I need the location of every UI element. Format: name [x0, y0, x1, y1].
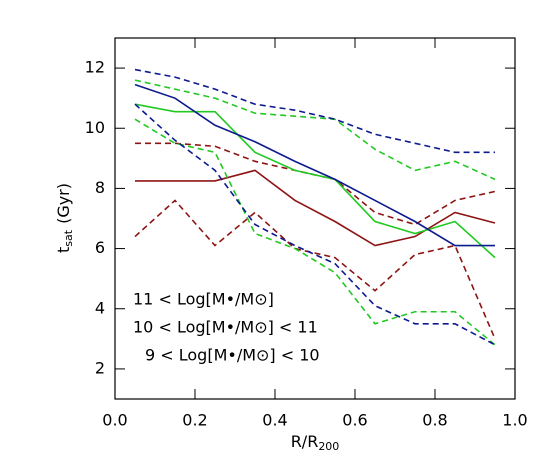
legend-label: 9 < Log[M•/M⊙] < 10	[145, 346, 320, 365]
x-tick-label: 0.8	[422, 411, 447, 430]
x-axis-label: R/R200	[291, 432, 340, 454]
legend-label: 11 < Log[M•/M⊙]	[133, 290, 274, 309]
plot-frame	[114, 37, 516, 400]
y-tick-label: 8	[95, 178, 105, 197]
x-tick-label: 0.2	[182, 411, 207, 430]
legend-label: 10 < Log[M•/M⊙] < 11	[133, 318, 318, 337]
upper-line	[134, 79, 496, 181]
y-tick-label: 12	[85, 58, 105, 77]
lower-line	[134, 118, 496, 346]
upper-line	[134, 68, 495, 154]
lower-line	[134, 199, 496, 340]
y-label-sub: sat	[62, 229, 75, 246]
y-axis-label: tsat (Gyr)	[54, 183, 76, 253]
x-label-main: R/R	[291, 432, 319, 451]
x-tick-label: 1.0	[502, 411, 527, 430]
x-tick-label: 0.6	[342, 411, 367, 430]
y-tick-label: 10	[85, 118, 105, 137]
y-tick-label: 4	[95, 298, 105, 317]
x-tick-label: 0.0	[102, 411, 127, 430]
x-tick-label: 0.4	[262, 411, 287, 430]
x-label-sub: 200	[318, 440, 339, 453]
median-line	[134, 83, 495, 247]
y-label-unit: (Gyr)	[54, 183, 73, 224]
upper-line	[135, 142, 496, 226]
y-label-main: t	[54, 247, 73, 253]
lower-line	[134, 103, 496, 346]
y-tick-label: 2	[95, 358, 105, 377]
y-tick-label: 6	[95, 238, 105, 257]
median-line	[135, 169, 496, 247]
